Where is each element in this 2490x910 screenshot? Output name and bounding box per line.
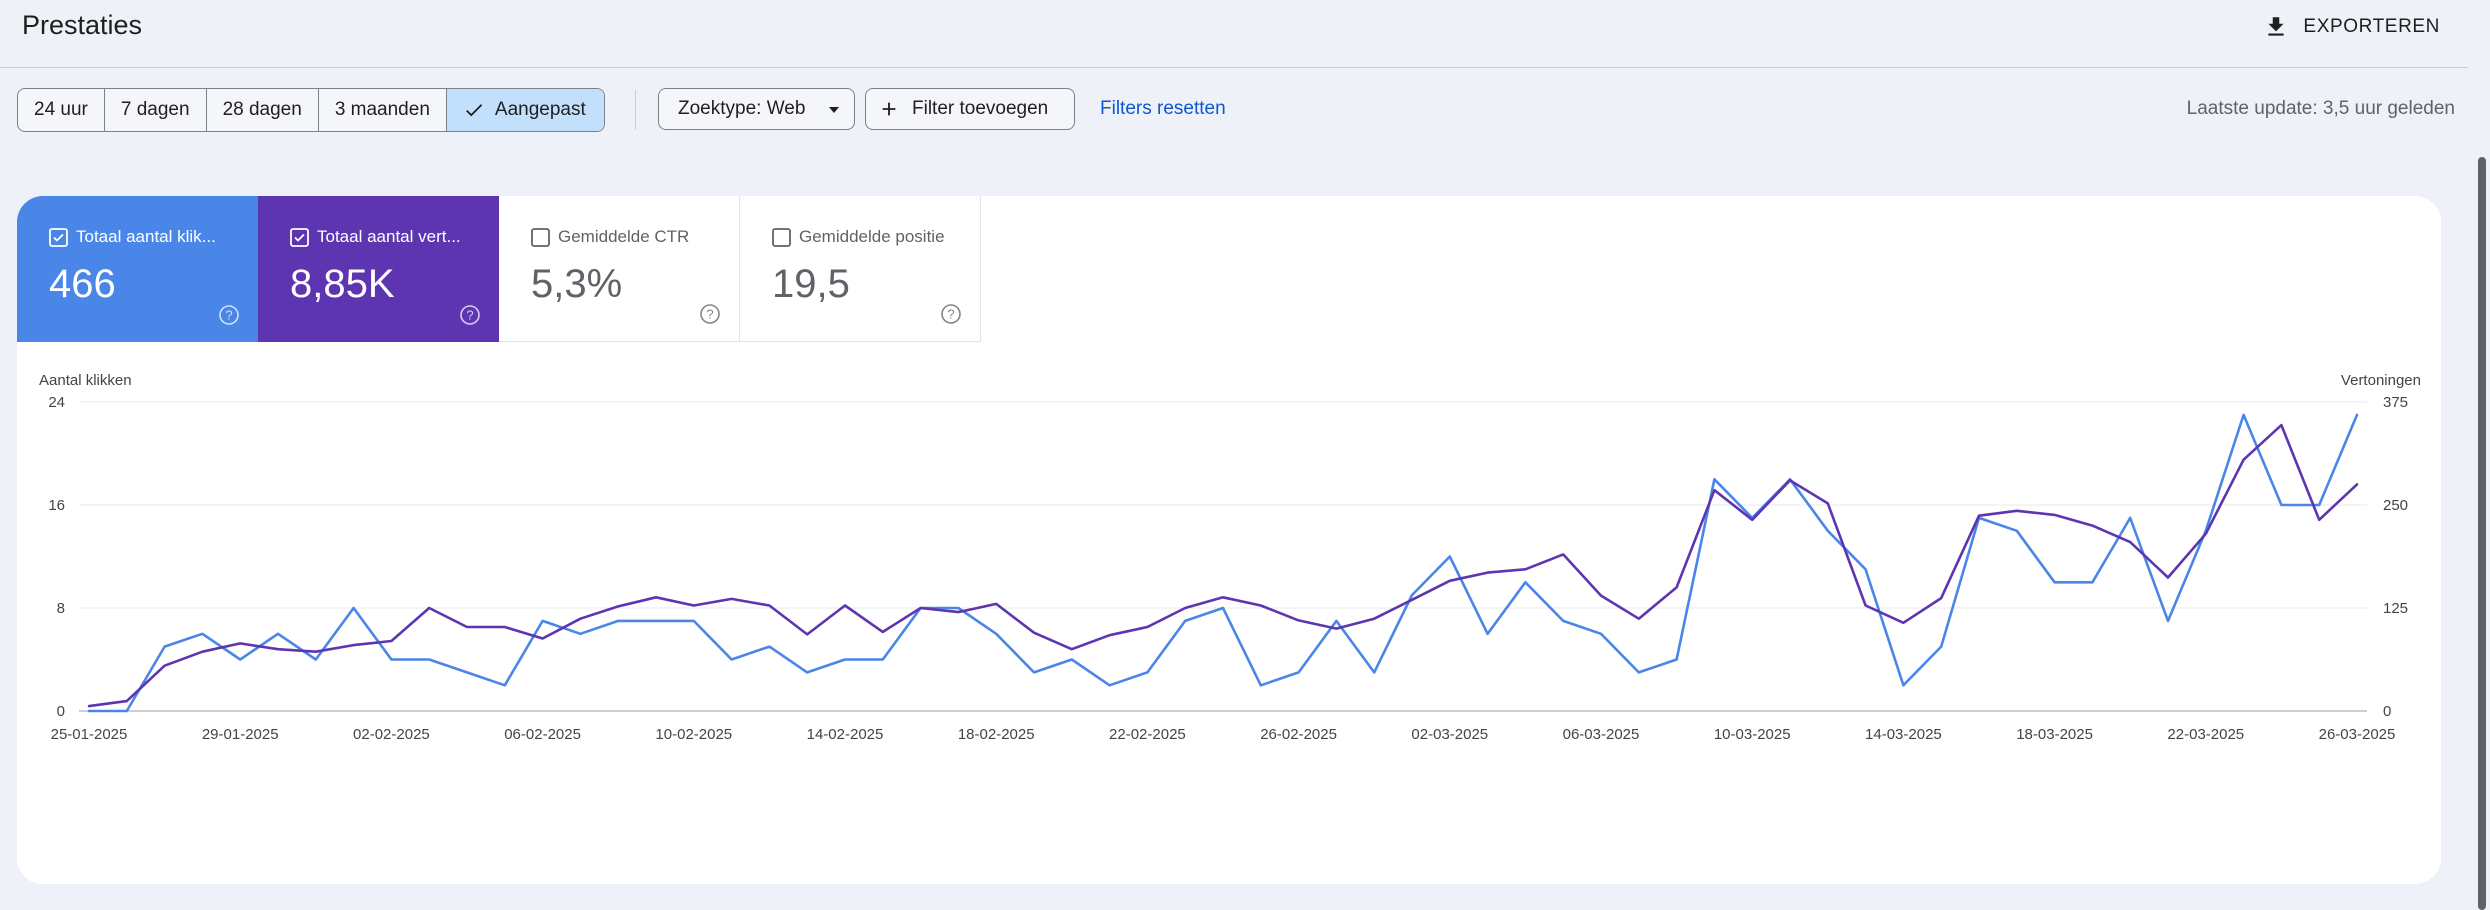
x-tick-label: 22-03-2025 xyxy=(2167,726,2244,743)
left-y-tick-label: 0 xyxy=(57,703,65,720)
range-24-hours-button[interactable]: 24 uur xyxy=(18,89,105,131)
x-tick-label: 10-03-2025 xyxy=(1714,726,1791,743)
x-tick-label: 26-02-2025 xyxy=(1260,726,1337,743)
metric-total-impressions[interactable]: Totaal aantal vert... 8,85K ? xyxy=(258,196,499,342)
metric-total-clicks[interactable]: Totaal aantal klik... 466 ? xyxy=(17,196,258,342)
right-y-tick-label: 375 xyxy=(2383,394,2408,411)
range-custom-button[interactable]: Aangepast xyxy=(446,89,604,131)
metric-label: Totaal aantal vert... xyxy=(317,227,461,246)
x-tick-label: 02-02-2025 xyxy=(353,726,430,743)
range-label: 3 maanden xyxy=(334,99,430,120)
reset-filters-link[interactable]: Filters resetten xyxy=(1100,98,1226,119)
impressions-series-line xyxy=(87,423,2359,708)
checkbox-unchecked-icon[interactable] xyxy=(531,228,550,247)
metric-average-ctr[interactable]: Gemiddelde CTR 5,3% ? xyxy=(499,196,740,342)
left-y-tick-label: 16 xyxy=(48,497,65,514)
page-scrollbar[interactable] xyxy=(2478,157,2486,910)
help-icon[interactable]: ? xyxy=(940,303,962,325)
x-tick-label: 06-02-2025 xyxy=(504,726,581,743)
checkbox-checked-icon[interactable] xyxy=(290,228,309,247)
help-icon[interactable]: ? xyxy=(699,303,721,325)
x-tick-label: 18-02-2025 xyxy=(958,726,1035,743)
metric-value: 8,85K xyxy=(290,262,395,306)
page-title: Prestaties xyxy=(22,10,143,40)
left-y-tick-label: 8 xyxy=(57,600,65,617)
x-tick-label: 25-01-2025 xyxy=(51,726,128,743)
performance-line-chart: 0 8 16 24 0 125 250 375 25-01-2025 29-01-2025 02-0… xyxy=(48,394,2408,743)
export-label: EXPORTEREN xyxy=(2303,16,2440,37)
x-tick-label: 10-02-2025 xyxy=(655,726,732,743)
right-y-tick-label: 125 xyxy=(2383,600,2408,617)
svg-text:?: ? xyxy=(225,308,232,323)
svg-text:?: ? xyxy=(947,307,954,322)
checkbox-unchecked-icon[interactable] xyxy=(772,228,791,247)
range-3-months-button[interactable]: 3 maanden xyxy=(319,89,447,131)
x-tick-label: 18-03-2025 xyxy=(2016,726,2093,743)
x-tick-label: 26-03-2025 xyxy=(2319,726,2396,743)
x-tick-label: 02-03-2025 xyxy=(1411,726,1488,743)
help-icon[interactable]: ? xyxy=(218,304,240,326)
date-range-group: 24 uur 7 dagen 28 dagen 3 maanden Aangep… xyxy=(17,88,605,132)
metric-average-position[interactable]: Gemiddelde positie 19,5 ? xyxy=(740,196,981,342)
dropdown-arrow-icon xyxy=(829,107,839,113)
clicks-series-line xyxy=(87,413,2359,713)
metric-label: Totaal aantal klik... xyxy=(76,227,216,246)
last-update-text: Laatste update: 3,5 uur geleden xyxy=(2186,98,2455,119)
range-label: 28 dagen xyxy=(222,99,302,120)
left-y-tick-label: 24 xyxy=(48,394,65,411)
check-icon xyxy=(466,104,483,117)
search-type-dropdown[interactable]: Zoektype: Web xyxy=(658,88,855,130)
range-label: 24 uur xyxy=(34,99,88,120)
checkbox-checked-icon[interactable] xyxy=(49,228,68,247)
download-icon xyxy=(2268,17,2285,36)
range-label: Aangepast xyxy=(494,99,586,120)
range-label: 7 dagen xyxy=(120,99,190,120)
x-tick-label: 14-02-2025 xyxy=(807,726,884,743)
metric-label: Gemiddelde CTR xyxy=(558,227,690,246)
search-type-label: Zoektype: Web xyxy=(678,98,806,119)
x-tick-label: 22-02-2025 xyxy=(1109,726,1186,743)
x-tick-label: 29-01-2025 xyxy=(202,726,279,743)
export-button[interactable]: EXPORTEREN xyxy=(2263,10,2440,44)
filter-toolbar: 24 uur 7 dagen 28 dagen 3 maanden Aangep… xyxy=(17,88,2490,132)
x-tick-label: 14-03-2025 xyxy=(1865,726,1942,743)
right-axis-title: Vertoningen xyxy=(2340,372,2421,389)
right-y-tick-label: 0 xyxy=(2383,703,2391,720)
add-filter-button[interactable]: Filter toevoegen xyxy=(865,88,1075,130)
x-tick-label: 06-03-2025 xyxy=(1563,726,1640,743)
add-filter-label: Filter toevoegen xyxy=(912,98,1049,119)
svg-text:?: ? xyxy=(466,308,473,323)
metric-value: 466 xyxy=(49,262,116,306)
performance-card: Totaal aantal klik... 466 ? Totaal aanta… xyxy=(17,196,2441,884)
help-icon[interactable]: ? xyxy=(459,304,481,326)
toolbar-divider xyxy=(635,90,636,130)
right-y-tick-label: 250 xyxy=(2383,497,2408,514)
svg-text:?: ? xyxy=(706,307,713,322)
plus-icon xyxy=(882,102,896,116)
metric-value: 19,5 xyxy=(772,262,850,306)
left-axis-title: Aantal klikken xyxy=(39,372,132,389)
metric-value: 5,3% xyxy=(531,262,623,306)
metric-label: Gemiddelde positie xyxy=(799,227,945,246)
page-header: Prestaties EXPORTEREN xyxy=(0,0,2468,68)
range-7-days-button[interactable]: 7 dagen xyxy=(105,89,207,131)
range-28-days-button[interactable]: 28 dagen xyxy=(207,89,319,131)
